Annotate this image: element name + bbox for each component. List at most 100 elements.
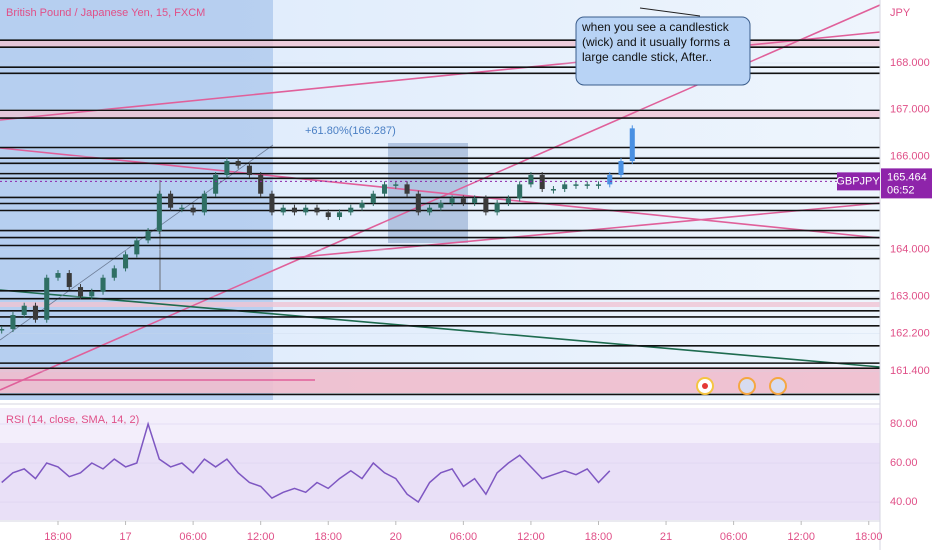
candle [0, 329, 5, 331]
price-tag [881, 168, 932, 199]
x-tick-label: 12:00 [517, 531, 545, 543]
y2-tick-label: 40.00 [890, 496, 918, 508]
event-icon [738, 377, 756, 395]
annotation-text: when you see a candlestick (wick) and it… [582, 20, 731, 64]
zone-band [0, 110, 880, 118]
symbol-label: GBPJPY [836, 175, 880, 187]
candle [55, 273, 61, 278]
y-tick-label: 161.400 [890, 365, 930, 377]
candles [0, 125, 635, 334]
candle [89, 291, 95, 297]
x-tick-label: 21 [660, 531, 672, 543]
horizontal-lines [0, 39, 880, 396]
candle [269, 193, 275, 213]
y-tick-label: 162.200 [890, 328, 930, 340]
candle [370, 193, 376, 204]
candle [168, 193, 174, 208]
countdown-label: 06:52 [887, 184, 915, 196]
y-tick-label: 168.000 [890, 57, 930, 69]
candle [145, 231, 151, 241]
candle [111, 268, 117, 278]
candle [415, 193, 421, 213]
candle [607, 175, 613, 185]
candle [21, 305, 27, 316]
candle [438, 203, 444, 208]
y2-tick-label: 60.00 [890, 457, 918, 469]
candle [156, 193, 162, 232]
x-tick-label: 20 [390, 531, 402, 543]
candle [528, 175, 534, 185]
x-tick-label: 17 [119, 531, 131, 543]
candle [10, 315, 16, 330]
candle [258, 175, 264, 194]
y2-tick-label: 80.00 [890, 418, 918, 430]
candle [550, 189, 556, 191]
candle [246, 165, 252, 176]
candle [449, 198, 455, 204]
candle [472, 198, 478, 204]
candle [190, 207, 196, 213]
chart-title: British Pound / Japanese Yen, 15, FXCM [6, 7, 205, 19]
y-tick-label: 164.000 [890, 244, 930, 256]
candle [32, 305, 39, 320]
candle [123, 254, 129, 269]
rsi-label: RSI (14, close, SMA, 14, 2) [6, 414, 139, 426]
candle [584, 184, 590, 186]
candle [77, 287, 84, 297]
y-tick-label: 166.000 [890, 150, 930, 162]
event-icon [769, 377, 787, 395]
zone-band [0, 40, 880, 47]
shaded-zone [388, 143, 468, 243]
candle [348, 207, 354, 213]
candle [213, 175, 219, 194]
candle [179, 207, 185, 210]
x-tick-label: 18:00 [855, 531, 883, 543]
shaded-zone [0, 0, 273, 400]
candle [303, 207, 309, 213]
y-tick-label: 167.000 [890, 104, 930, 116]
x-tick-label: 12:00 [247, 531, 275, 543]
last-price-label: 165.464 [887, 171, 927, 183]
candle [382, 184, 388, 194]
candle [314, 207, 320, 213]
candle [66, 273, 72, 288]
candle [393, 184, 399, 186]
rsi-band [0, 443, 880, 520]
currency-label: JPY [890, 7, 911, 19]
candle [134, 240, 140, 255]
x-tick-label: 18:00 [314, 531, 342, 543]
candle [291, 207, 297, 213]
candle [505, 198, 511, 204]
candle [359, 203, 365, 208]
candle [336, 212, 343, 218]
candle [280, 207, 286, 213]
y-tick-label: 163.000 [890, 290, 930, 302]
candle [595, 184, 602, 186]
annotation: when you see a candlestick (wick) and it… [582, 20, 731, 64]
candle [618, 161, 624, 176]
candle [427, 207, 433, 213]
candle [44, 277, 50, 320]
fib-label: +61.80%(166.287) [305, 125, 396, 137]
candle [573, 184, 579, 186]
x-tick-label: 06:00 [720, 531, 748, 543]
rsi-line [1, 421, 611, 504]
candle [404, 184, 410, 194]
candle [235, 161, 241, 166]
annotation-box [575, 16, 751, 86]
candle [483, 198, 489, 213]
candle [494, 203, 500, 213]
candle [562, 184, 568, 190]
candle [224, 161, 230, 176]
zone-band [0, 302, 880, 307]
candle [100, 277, 106, 292]
symbol-tag [837, 172, 880, 191]
candle [539, 175, 545, 190]
candle [517, 184, 523, 199]
x-tick-label: 12:00 [787, 531, 815, 543]
candle [460, 198, 466, 204]
x-tick-label: 18:00 [44, 531, 72, 543]
candle [201, 193, 207, 213]
candle [325, 212, 331, 218]
